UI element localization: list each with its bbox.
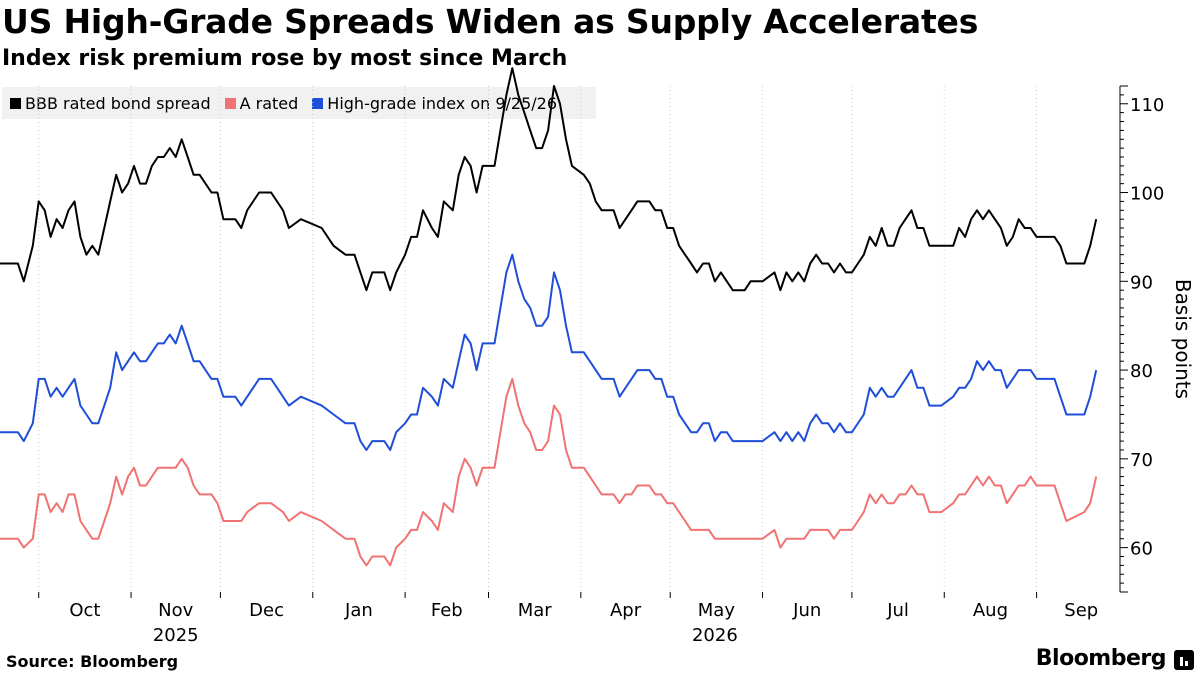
y-tick-label-80: 80 [1130, 361, 1153, 382]
legend-swatch-a [224, 97, 236, 109]
y-tick-label-100: 100 [1130, 184, 1164, 205]
x-tick-label-oct: Oct [69, 600, 100, 621]
x-tick-label-may: May [698, 600, 736, 621]
legend-label-index: High-grade index on 9/25/26 [327, 93, 558, 113]
x-tick-label-mar: Mar [518, 600, 553, 621]
y-tick-label-110: 110 [1130, 95, 1164, 116]
x-tick-label-aug: Aug [973, 600, 1008, 621]
x-tick-label-jan: Jan [344, 600, 373, 621]
legend: BBB rated bond spread A rated High-grade… [2, 87, 596, 119]
year-label-2025: 2025 [153, 625, 199, 646]
legend-item-index: High-grade index on 9/25/26 [312, 94, 557, 113]
legend-item-a: A rated [224, 93, 299, 113]
x-tick-label-dec: Dec [249, 600, 284, 621]
y-axis-title: Basis points [1171, 279, 1195, 399]
legend-swatch-index [312, 97, 324, 109]
x-tick-label-apr: Apr [610, 600, 642, 621]
bbb-series-line [0, 67, 1098, 292]
high-grade-index-series-line [0, 253, 1098, 451]
x-tick-label-sep: Sep [1064, 600, 1098, 621]
bloomberg-logo: Bloomberg [1035, 646, 1167, 671]
year-label-2026: 2026 [692, 625, 738, 646]
legend-label-a: A rated [239, 93, 299, 113]
legend-label-bbb: BBB rated bond spread [25, 93, 211, 113]
y-tick-label-70: 70 [1130, 450, 1153, 471]
y-tick-label-60: 60 [1130, 539, 1153, 560]
legend-swatch-bbb [10, 97, 21, 109]
chart-title: US High-Grade Spreads Widen as Supply Ac… [2, 2, 979, 41]
x-tick-label-nov: Nov [158, 600, 193, 621]
bloomberg-chart-icon [1174, 650, 1194, 670]
x-tick-label-feb: Feb [431, 600, 463, 621]
x-tick-label-jul: Jul [886, 600, 909, 621]
x-tick-label-jun: Jun [792, 600, 821, 621]
source-note: Source: Bloomberg [6, 652, 179, 671]
legend-item-bbb: BBB rated bond spread [10, 94, 211, 113]
chart-subtitle: Index risk premium rose by most since Ma… [2, 46, 568, 71]
y-tick-label-90: 90 [1130, 272, 1153, 293]
a-rated-series-line [0, 377, 1098, 567]
